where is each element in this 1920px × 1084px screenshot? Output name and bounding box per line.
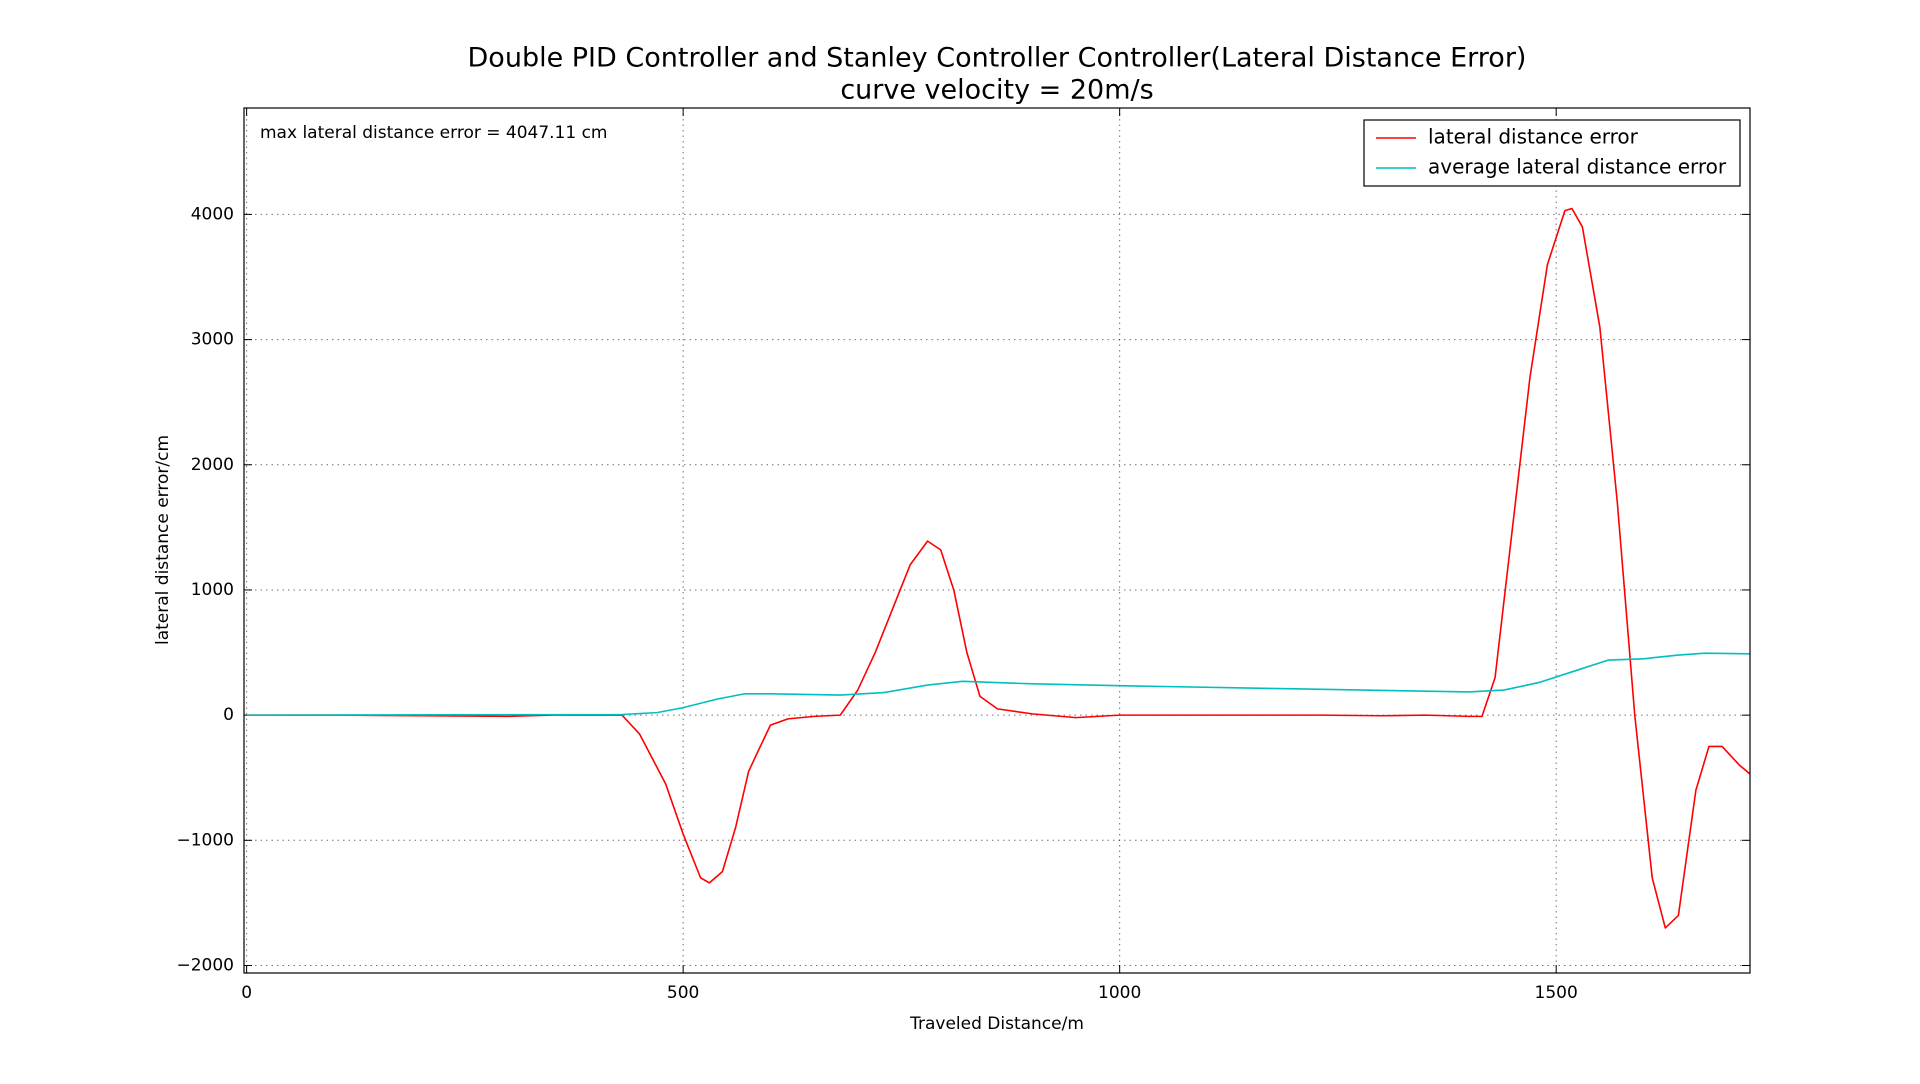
- annotation: max lateral distance error = 4047.11 cm: [260, 123, 608, 143]
- chart-title: Double PID Controller and Stanley Contro…: [468, 43, 1527, 74]
- legend-box: [1363, 119, 1741, 187]
- y-tick-label: 4000: [191, 204, 234, 224]
- series-line: [246, 207, 1750, 929]
- x-axis-label: Traveled Distance/m: [909, 1014, 1084, 1034]
- legend-label: average lateral distance error: [1428, 155, 1727, 179]
- x-tick-label: 0: [241, 983, 252, 1003]
- chart-subtitle: curve velocity = 20m/s: [840, 75, 1153, 106]
- plot-frame: [243, 107, 1751, 974]
- y-tick-label: 1000: [191, 580, 234, 600]
- y-tick-label: 2000: [191, 455, 234, 475]
- series-line: [246, 652, 1750, 716]
- x-tick-label: 500: [667, 983, 699, 1003]
- y-tick-label: 0: [223, 705, 234, 725]
- x-tick-label: 1000: [1098, 983, 1141, 1003]
- y-tick-label: 3000: [191, 330, 234, 350]
- x-tick-label: 1500: [1535, 983, 1578, 1003]
- y-tick-label: −2000: [176, 955, 234, 975]
- y-tick-label: −1000: [176, 830, 234, 850]
- legend-label: lateral distance error: [1428, 125, 1639, 149]
- y-axis-label: lateral distance error/cm: [153, 435, 173, 645]
